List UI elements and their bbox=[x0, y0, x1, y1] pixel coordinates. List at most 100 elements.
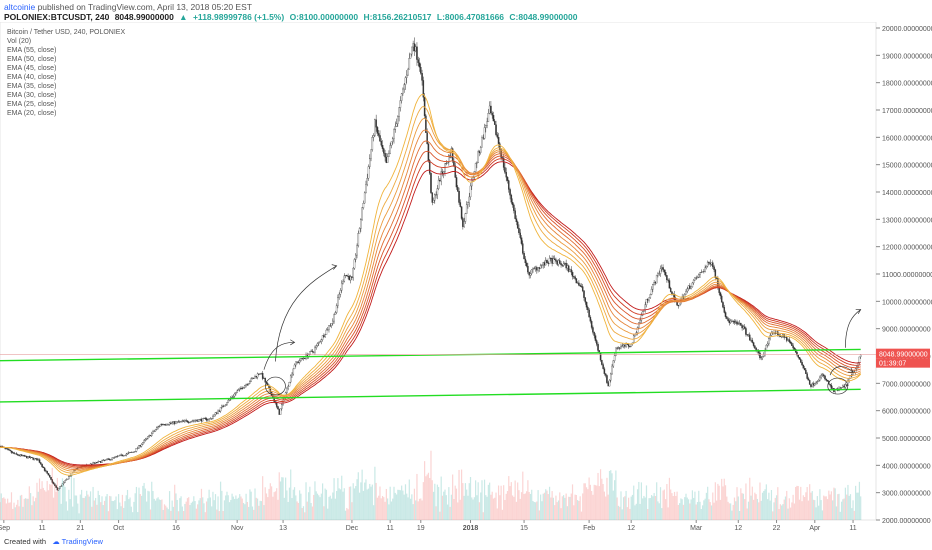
candle-body bbox=[618, 347, 621, 349]
volume-bar bbox=[642, 498, 644, 520]
candle-body bbox=[463, 221, 465, 227]
volume-bar bbox=[860, 496, 862, 520]
volume-bar bbox=[699, 501, 701, 520]
candle-body bbox=[63, 481, 65, 484]
legend-ema-45[interactable]: EMA (45, close) bbox=[7, 65, 57, 72]
candle-body bbox=[439, 179, 441, 182]
candle-body bbox=[22, 455, 24, 457]
author-link[interactable]: altcoinie bbox=[4, 2, 36, 12]
volume-bar bbox=[486, 496, 488, 520]
legend-ema-55[interactable]: EMA (55, close) bbox=[7, 47, 57, 54]
candle-body bbox=[516, 221, 519, 229]
volume-bar bbox=[9, 502, 11, 520]
candle-body bbox=[798, 357, 801, 360]
volume-bar bbox=[769, 500, 771, 520]
volume-bar bbox=[142, 485, 144, 520]
y-tick-label: 3000.00000000 bbox=[882, 491, 931, 498]
volume-bar bbox=[529, 493, 532, 520]
volume-bar bbox=[293, 487, 296, 520]
candle-body bbox=[759, 352, 761, 359]
volume-bar bbox=[800, 486, 802, 520]
volume-bar bbox=[153, 498, 155, 520]
volume-bar bbox=[63, 484, 65, 520]
legend-ema-50[interactable]: EMA (50, close) bbox=[7, 56, 57, 63]
volume-bar bbox=[723, 478, 725, 520]
volume-bar bbox=[184, 503, 186, 520]
volume-bar bbox=[114, 500, 116, 520]
legend-volume[interactable]: Vol (20) bbox=[7, 38, 32, 45]
legend-ema-25[interactable]: EMA (25, close) bbox=[7, 101, 57, 108]
volume-bar bbox=[569, 496, 571, 520]
volume-bar bbox=[738, 511, 741, 520]
tradingview-brand[interactable]: TradingView bbox=[61, 537, 103, 546]
volume-bar bbox=[22, 506, 24, 520]
candle-body bbox=[347, 275, 349, 277]
volume-bar bbox=[318, 495, 320, 520]
candle-body bbox=[241, 388, 244, 389]
volume-bar bbox=[272, 496, 274, 520]
candle-body bbox=[145, 438, 148, 440]
candle-body bbox=[854, 368, 857, 373]
high-value: H:8156.26210517 bbox=[363, 12, 432, 22]
volume-bar bbox=[235, 495, 237, 520]
volume-bar bbox=[70, 474, 73, 520]
candle-body bbox=[386, 156, 389, 163]
candle-body bbox=[182, 420, 185, 422]
candle-body bbox=[448, 155, 450, 163]
volume-bar bbox=[54, 483, 56, 520]
candle-body bbox=[502, 157, 505, 168]
volume-bar bbox=[273, 492, 275, 520]
candle-body bbox=[48, 475, 51, 478]
candle-body bbox=[541, 264, 543, 266]
candle-body bbox=[14, 453, 17, 455]
candle-body bbox=[486, 121, 488, 126]
candle-body bbox=[791, 342, 793, 346]
candle-body bbox=[264, 378, 266, 383]
candle-body bbox=[722, 302, 724, 308]
price-chart[interactable]: 2000.00000000 3000.00000000 4000.00000000 5… bbox=[0, 22, 932, 534]
x-tick-label: 21 bbox=[76, 525, 84, 532]
volume-bar bbox=[634, 505, 636, 520]
candle-body bbox=[602, 364, 604, 369]
legend-ema-20[interactable]: EMA (20, close) bbox=[7, 110, 57, 117]
volume-bar bbox=[369, 483, 371, 520]
candle-body bbox=[812, 383, 815, 386]
volume-bar bbox=[814, 500, 816, 520]
candle-body bbox=[319, 341, 321, 343]
volume-bar bbox=[17, 499, 19, 520]
volume-bar bbox=[631, 494, 634, 520]
candle-body bbox=[533, 268, 536, 270]
legend-ema-35[interactable]: EMA (35, close) bbox=[7, 83, 57, 90]
candle-body bbox=[594, 335, 597, 341]
candle-body bbox=[421, 73, 423, 81]
candle-body bbox=[699, 272, 701, 275]
annotation-arrow-3-head bbox=[855, 308, 862, 315]
x-tick-label: 22 bbox=[773, 525, 781, 532]
volume-bar bbox=[341, 475, 343, 520]
legend-ema-30[interactable]: EMA (30, close) bbox=[7, 92, 57, 99]
candle-body bbox=[172, 421, 175, 423]
candle-body bbox=[65, 479, 68, 481]
candle-body bbox=[426, 132, 428, 145]
candle-body bbox=[34, 458, 37, 460]
tradingview-logo[interactable]: ☁ TradingView bbox=[52, 537, 103, 546]
candle-body bbox=[523, 253, 525, 260]
candle-body bbox=[68, 476, 70, 480]
volume-bar bbox=[526, 491, 528, 520]
candle-body bbox=[309, 351, 311, 355]
volume-bar bbox=[687, 499, 690, 520]
legend-title[interactable]: Bitcoin / Tether USD, 240, POLONIEX bbox=[7, 29, 126, 36]
volume-bar bbox=[413, 488, 416, 520]
x-tick-label: 11 bbox=[38, 525, 45, 532]
legend-ema-40[interactable]: EMA (40, close) bbox=[7, 74, 57, 81]
candle-body bbox=[381, 145, 384, 149]
candle-body bbox=[321, 335, 324, 340]
volume-bar bbox=[557, 500, 560, 520]
volume-bar bbox=[630, 496, 632, 520]
volume-bar bbox=[8, 502, 10, 520]
volume-bar bbox=[389, 486, 391, 520]
volume-bar bbox=[858, 481, 861, 520]
volume-bar bbox=[665, 499, 667, 520]
symbol-label[interactable]: POLONIEX:BTCUSDT, 240 bbox=[4, 12, 110, 22]
volume-bar bbox=[696, 502, 699, 520]
